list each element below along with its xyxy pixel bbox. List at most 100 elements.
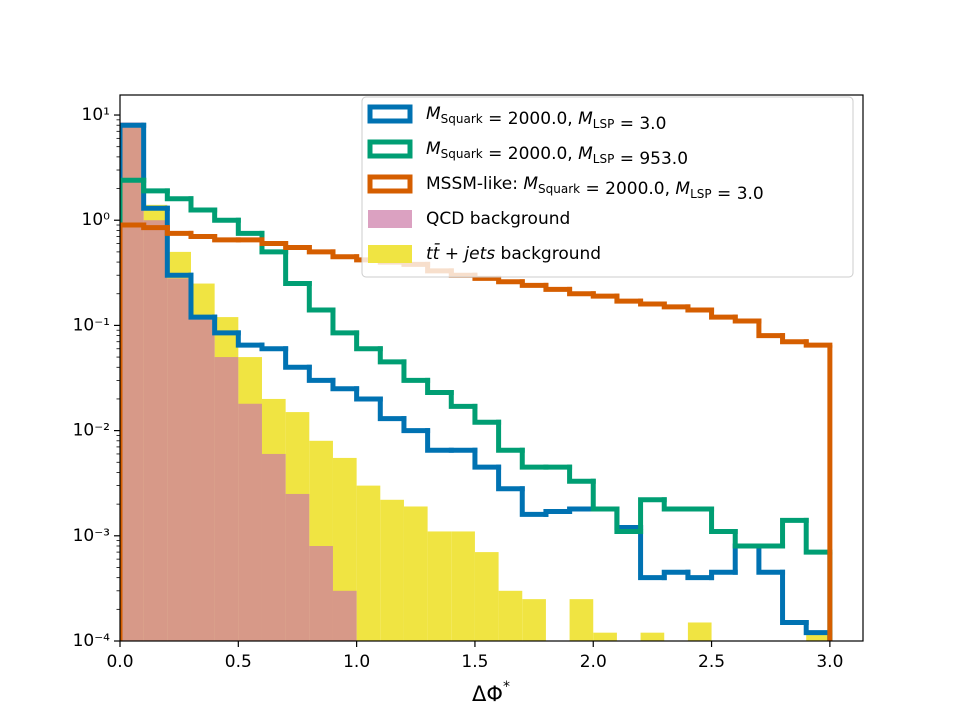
- histogram-step: [519, 447, 549, 470]
- histogram-step: [709, 307, 738, 320]
- histogram-bar: [309, 545, 333, 641]
- histogram-step: [519, 486, 549, 517]
- histogram-bar: [427, 531, 452, 641]
- x-tick-label: 2.0: [580, 652, 607, 672]
- histogram-step: [567, 506, 596, 515]
- histogram-step: [638, 298, 667, 307]
- histogram-step: [306, 245, 336, 255]
- histogram-step: [732, 528, 762, 549]
- histogram-bar: [261, 453, 286, 641]
- histogram-bar: [332, 590, 357, 641]
- histogram-step: [425, 377, 454, 396]
- histogram-step: [188, 196, 218, 213]
- y-tick-label: 10¹: [82, 105, 110, 125]
- histogram-step: [756, 318, 786, 339]
- histogram-step: [235, 330, 265, 348]
- histogram-step: [259, 237, 289, 247]
- histogram-step: [661, 569, 691, 581]
- histogram-step: [638, 524, 667, 581]
- histogram-step: [141, 122, 170, 211]
- y-tick-label: 10⁻³: [73, 526, 110, 546]
- histogram-step: [709, 569, 738, 581]
- histogram-step: [496, 275, 525, 285]
- histogram-step: [685, 569, 715, 581]
- y-tick-label: 10⁰: [82, 210, 111, 230]
- legend-label: MSSM-like: MSquark = 2000.0, MLSP = 3.0: [426, 174, 764, 204]
- histogram-step: [354, 330, 383, 352]
- histogram-bar: [285, 493, 310, 641]
- histogram-step: [212, 234, 241, 243]
- x-tick-label: 0.0: [106, 652, 133, 672]
- histogram-bar: [593, 632, 617, 641]
- histogram-step: [141, 222, 170, 231]
- histogram-bar: [167, 278, 191, 641]
- histogram-step: [472, 447, 502, 470]
- histogram-bar: [120, 122, 144, 641]
- x-tick-label: 1.0: [343, 652, 370, 672]
- histogram-step: [661, 301, 691, 310]
- histogram-step: [120, 177, 147, 641]
- histogram-step: [496, 464, 525, 492]
- histogram-step: [354, 386, 383, 402]
- legend-swatch: [367, 104, 413, 124]
- histogram-step: [472, 403, 502, 425]
- histogram-step: [543, 282, 573, 292]
- x-tick-label: 3.0: [816, 652, 843, 672]
- histogram-step: [590, 478, 620, 512]
- histogram-step: [401, 359, 431, 383]
- histogram-bar: [214, 357, 239, 641]
- x-axis-label: ΔΦ*: [472, 679, 510, 706]
- x-tick-label: 2.5: [698, 652, 725, 672]
- histogram-step: [590, 291, 620, 299]
- histogram-step: [212, 207, 241, 223]
- histogram-step: [543, 509, 573, 517]
- legend-swatch: [367, 139, 413, 159]
- histogram-bar: [238, 403, 262, 641]
- histogram-step: [188, 272, 218, 320]
- histogram-step: [614, 506, 644, 534]
- histogram-bar: [451, 531, 475, 641]
- histogram-step: [732, 314, 762, 324]
- histogram-step: [188, 230, 218, 240]
- legend-label: MSquark = 2000.0, MLSP = 953.0: [426, 139, 688, 169]
- histogram-step: [567, 464, 596, 484]
- histogram-step: [425, 428, 454, 453]
- histogram-step: [330, 307, 360, 336]
- histogram-step: [685, 304, 715, 313]
- legend-label: QCD background: [426, 209, 570, 229]
- legend-box: [361, 96, 854, 278]
- legend-label: tt̄ + jets background: [426, 242, 601, 264]
- histogram-bar: [806, 632, 830, 641]
- histogram-bar: [498, 590, 523, 641]
- histogram-step: [567, 286, 596, 297]
- histogram-step: [164, 188, 194, 202]
- histogram-bar: [190, 317, 215, 641]
- histogram-step: [638, 497, 667, 534]
- y-tick-label: 10⁻²: [73, 421, 110, 441]
- histogram-step: [283, 249, 312, 287]
- histogram-step: [780, 517, 809, 549]
- histogram-bar: [403, 506, 428, 641]
- histogram-step: [756, 543, 786, 575]
- histogram-step: [306, 364, 336, 383]
- histogram-bar: [143, 220, 168, 641]
- histogram-step: [401, 416, 431, 434]
- histogram-bar: [687, 622, 712, 641]
- histogram-step: [330, 249, 360, 260]
- y-tick-label: 10⁻¹: [73, 315, 110, 335]
- histogram-bar: [356, 485, 381, 641]
- histogram-bar: [474, 552, 499, 641]
- histogram-step: [164, 225, 194, 236]
- histogram-step: [448, 390, 478, 409]
- y-tick-label: 10⁻⁴: [73, 631, 111, 651]
- histogram-step: [496, 419, 525, 453]
- histogram-step: [780, 569, 809, 625]
- histogram-bar: [522, 599, 546, 641]
- plot-area: [120, 122, 833, 641]
- legend-label: MSquark = 2000.0, MLSP = 3.0: [426, 104, 666, 134]
- histogram-step: [283, 241, 312, 251]
- histogram-step: [803, 517, 833, 555]
- histogram-step: [661, 497, 691, 512]
- axes-frame: [119, 94, 864, 642]
